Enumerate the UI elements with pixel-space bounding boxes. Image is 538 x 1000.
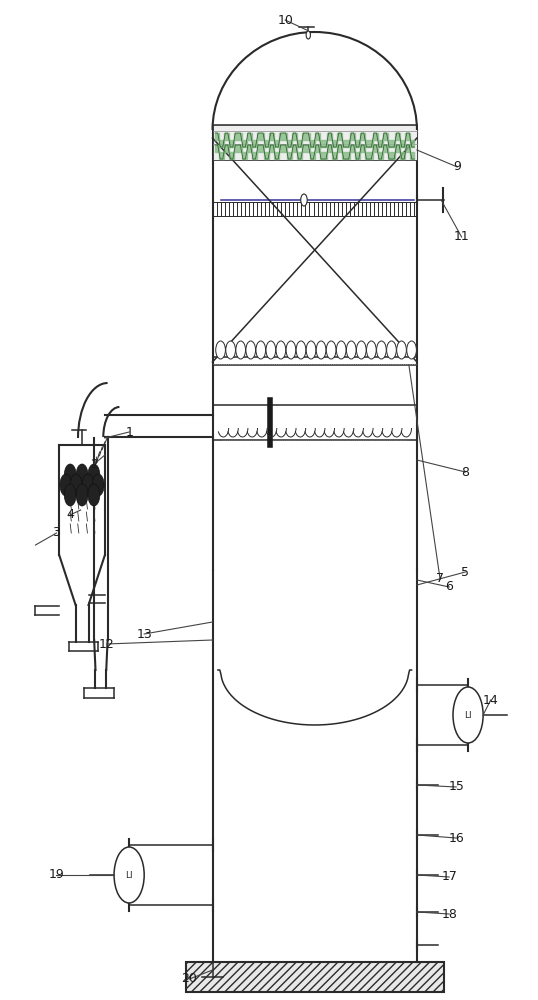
Circle shape: [366, 341, 376, 359]
Circle shape: [377, 341, 386, 359]
Circle shape: [88, 484, 100, 506]
Circle shape: [226, 341, 236, 359]
Circle shape: [357, 341, 366, 359]
Text: 19: 19: [48, 868, 65, 882]
Circle shape: [336, 341, 346, 359]
Circle shape: [276, 341, 286, 359]
Text: 9: 9: [454, 160, 461, 174]
Circle shape: [407, 341, 416, 359]
Circle shape: [346, 341, 356, 359]
Text: 10: 10: [277, 13, 293, 26]
Circle shape: [256, 341, 266, 359]
Text: 6: 6: [445, 580, 453, 593]
Text: 2: 2: [90, 458, 98, 471]
Text: LI: LI: [125, 870, 133, 880]
Text: 17: 17: [441, 870, 457, 884]
Circle shape: [88, 464, 100, 486]
Circle shape: [65, 464, 76, 486]
Circle shape: [236, 341, 245, 359]
Text: 3: 3: [53, 526, 60, 540]
Text: 15: 15: [448, 780, 464, 794]
Circle shape: [82, 474, 94, 496]
Circle shape: [70, 474, 82, 496]
Text: 11: 11: [454, 231, 470, 243]
Text: 13: 13: [136, 628, 152, 641]
Circle shape: [306, 341, 316, 359]
Text: 14: 14: [483, 694, 499, 706]
Circle shape: [306, 31, 310, 39]
Circle shape: [60, 474, 72, 496]
Circle shape: [216, 341, 225, 359]
Circle shape: [65, 484, 76, 506]
Circle shape: [296, 341, 306, 359]
Text: LI: LI: [464, 710, 472, 720]
Text: 4: 4: [66, 508, 74, 522]
Bar: [186, 962, 444, 992]
Circle shape: [387, 341, 397, 359]
Text: 7: 7: [436, 572, 444, 585]
Text: 18: 18: [441, 908, 457, 920]
Text: 8: 8: [462, 466, 469, 479]
Circle shape: [301, 194, 307, 206]
Circle shape: [327, 341, 336, 359]
Circle shape: [397, 341, 406, 359]
Text: 16: 16: [448, 832, 464, 844]
Circle shape: [246, 341, 256, 359]
Circle shape: [453, 687, 483, 743]
Circle shape: [93, 474, 104, 496]
Text: 5: 5: [462, 566, 469, 578]
Text: 20: 20: [181, 972, 197, 986]
Circle shape: [114, 847, 144, 903]
Bar: [213, 125, 417, 160]
Circle shape: [76, 484, 88, 506]
Circle shape: [316, 341, 326, 359]
Circle shape: [266, 341, 275, 359]
Circle shape: [76, 464, 88, 486]
Text: 1: 1: [125, 426, 133, 438]
Circle shape: [286, 341, 296, 359]
Text: 12: 12: [98, 638, 115, 650]
